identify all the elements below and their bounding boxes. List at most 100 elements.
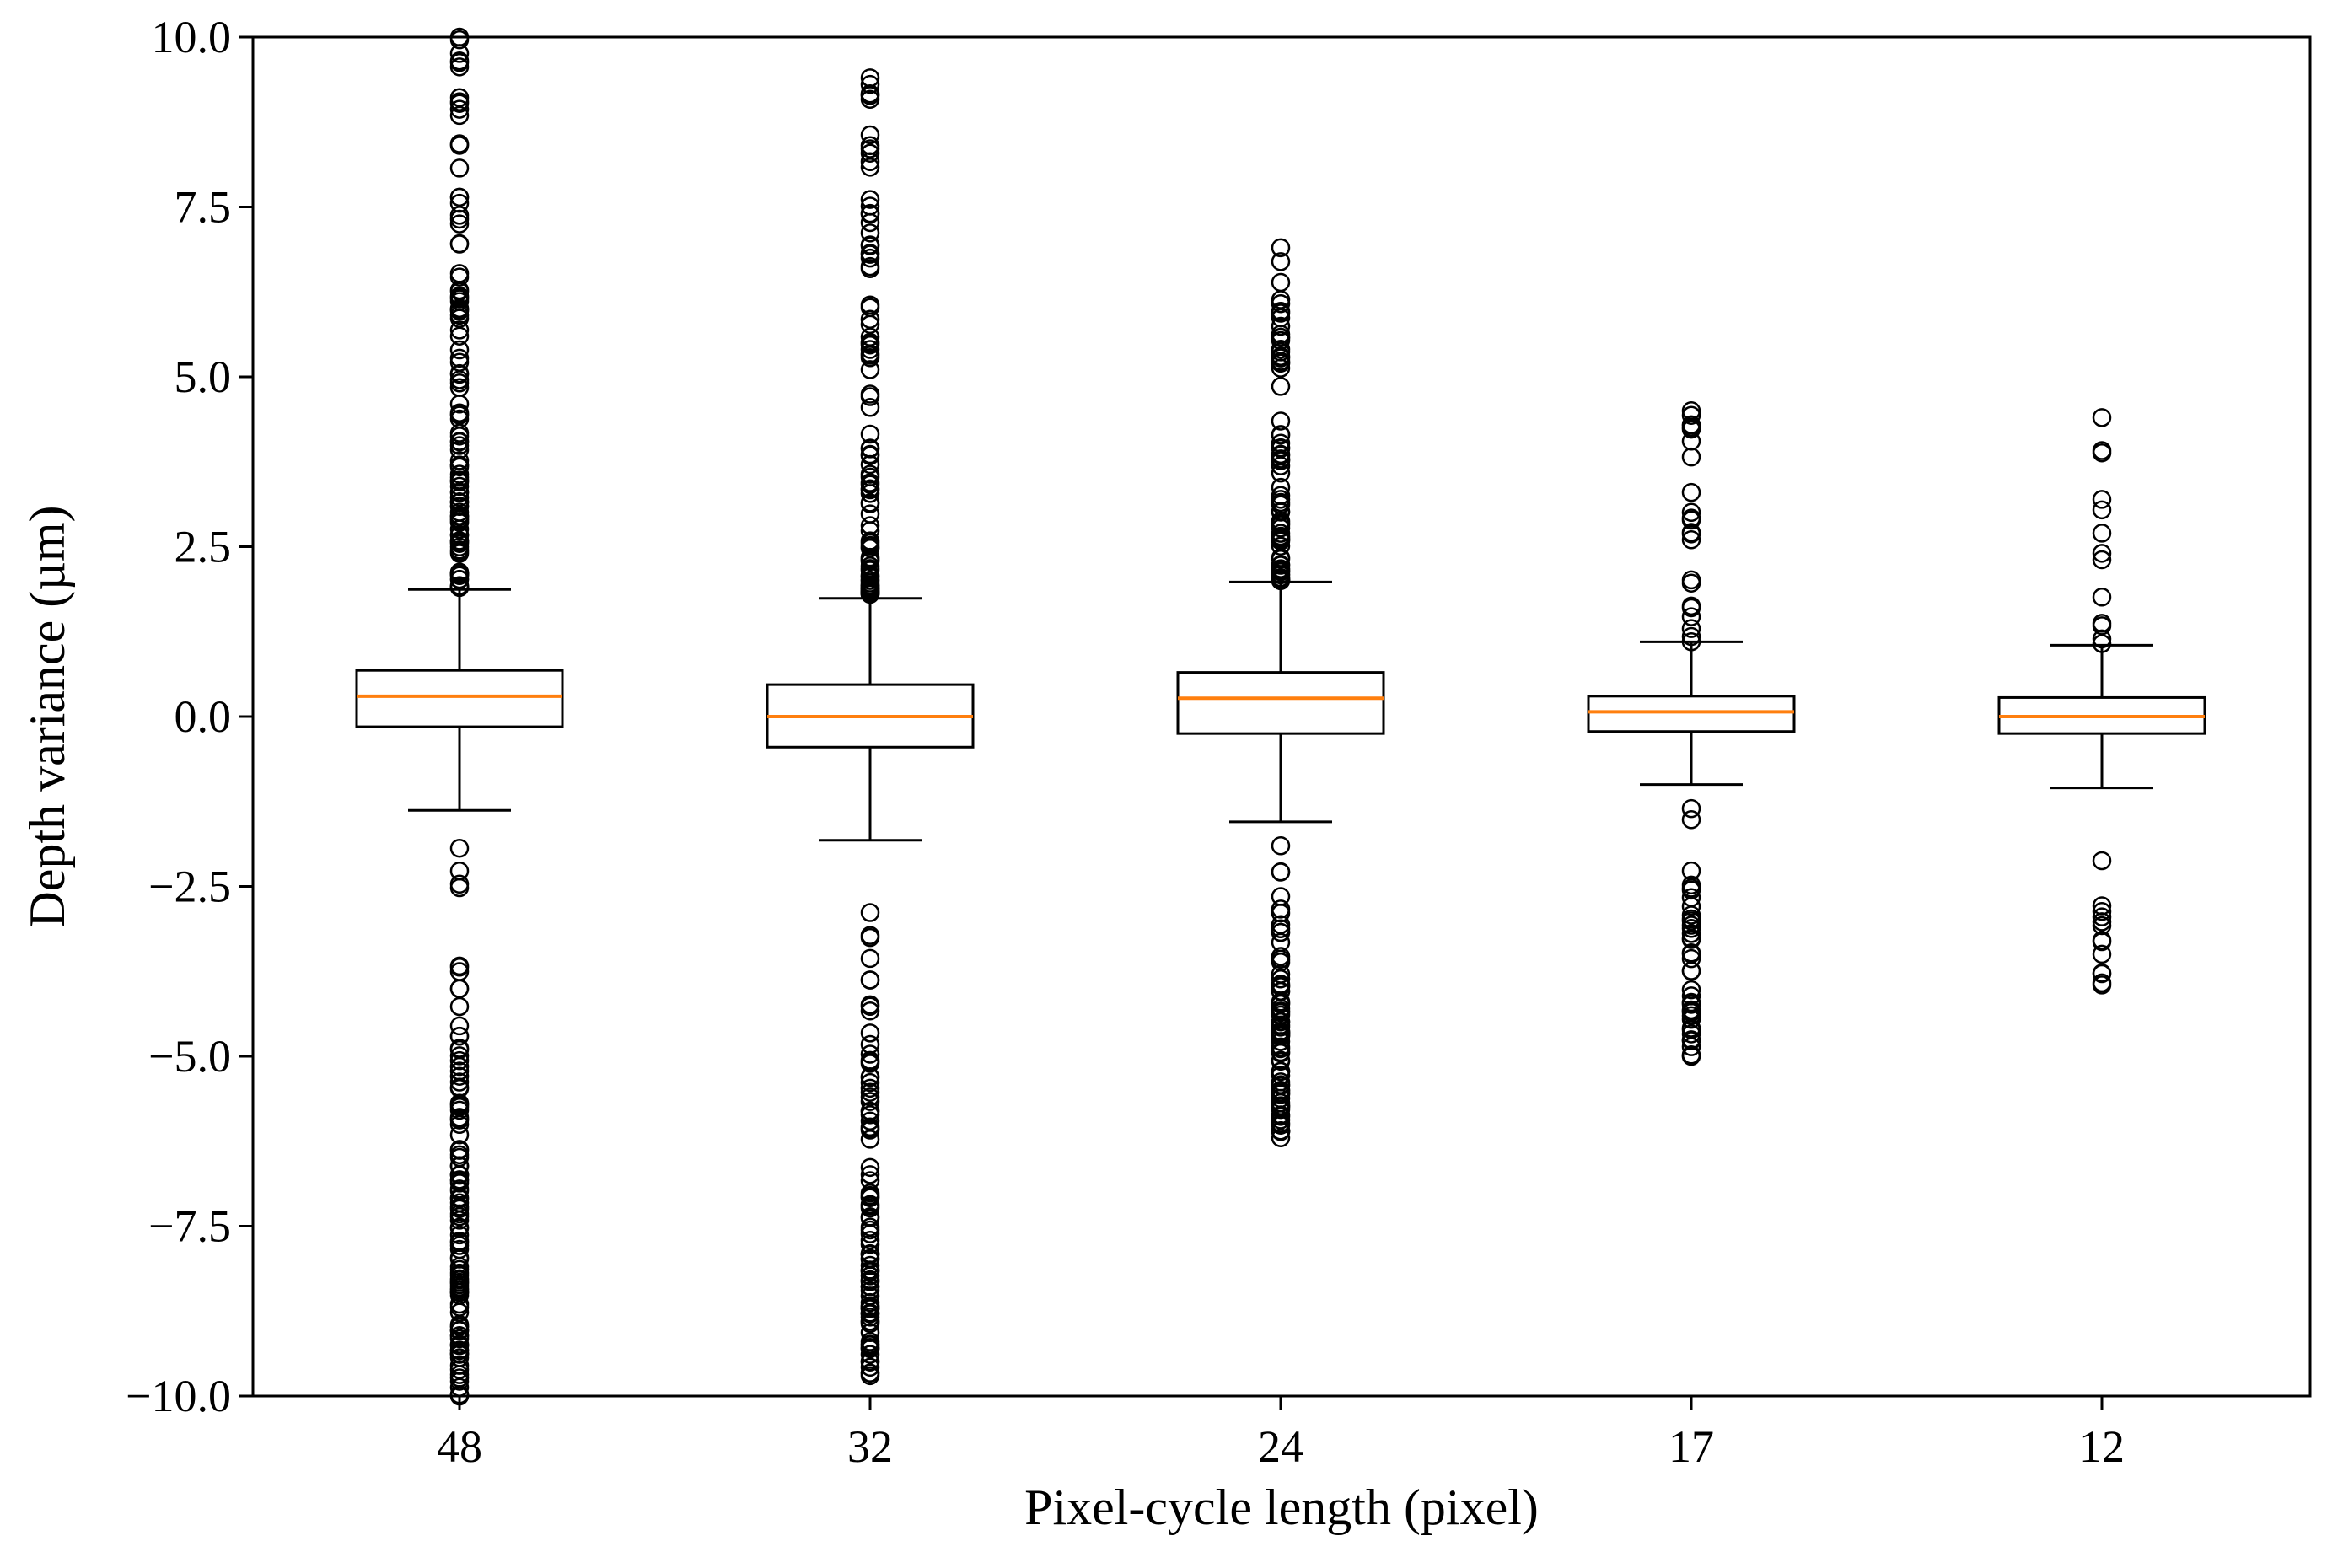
outlier-low <box>449 1026 470 1046</box>
outlier-high <box>860 360 880 379</box>
outlier-high <box>2092 408 2112 427</box>
outlier-low <box>1271 1032 1291 1051</box>
outlier-low <box>1681 919 1701 938</box>
outlier-high <box>1271 556 1291 575</box>
outlier-low <box>1681 993 1701 1013</box>
outliers-32 <box>860 68 880 1386</box>
outlier-high <box>860 259 880 278</box>
outlier-high <box>1681 510 1701 530</box>
outlier-high <box>1271 456 1291 475</box>
outlier-low <box>860 1312 880 1331</box>
outlier-low <box>449 1050 470 1071</box>
outlier-low <box>1681 861 1701 881</box>
outlier-high <box>449 440 470 459</box>
outlier-low <box>449 874 470 894</box>
outlier-high <box>1681 482 1701 502</box>
outlier-low <box>1681 798 1701 819</box>
outlier-low <box>860 1050 880 1071</box>
outlier-high <box>1271 377 1291 396</box>
outlier-low <box>449 1272 470 1292</box>
outlier-high <box>860 424 880 444</box>
outlier-high <box>860 248 880 268</box>
outlier-high <box>1271 477 1291 497</box>
outlier-high <box>1271 570 1291 590</box>
iqr-box <box>1176 671 1385 735</box>
outlier-high <box>860 473 880 492</box>
outlier-low <box>860 1332 880 1351</box>
outlier-high <box>2092 490 2112 509</box>
outlier-low <box>860 1297 880 1316</box>
outlier-high <box>1681 524 1701 544</box>
outlier-low <box>860 1023 880 1043</box>
outlier-low <box>1271 1115 1291 1135</box>
y-tick-label: −10.0 <box>126 1371 231 1421</box>
outlier-high <box>1681 405 1701 425</box>
outlier-low <box>860 1092 880 1111</box>
outlier-low <box>860 1351 880 1371</box>
outlier-low <box>2092 902 2112 921</box>
outlier-high <box>1271 502 1291 522</box>
outlier-high <box>449 289 470 309</box>
box-group-17 <box>1587 640 1796 787</box>
outlier-high <box>449 540 470 560</box>
outlier-low <box>860 1044 880 1064</box>
outlier-high <box>860 549 880 569</box>
outlier-high <box>1271 252 1291 271</box>
outlier-high <box>449 348 470 368</box>
outlier-high <box>1271 302 1291 321</box>
outlier-high <box>1681 502 1701 523</box>
outlier-low <box>1271 952 1291 972</box>
outlier-low <box>449 1280 470 1300</box>
outliers-48 <box>449 27 470 1406</box>
outlier-high <box>449 214 470 234</box>
outlier-low <box>1271 1121 1291 1141</box>
y-tick-label: 7.5 <box>175 182 232 233</box>
y-tick-label: 10.0 <box>152 12 232 62</box>
box-group-24 <box>1176 580 1385 824</box>
outlier-low <box>449 861 470 881</box>
outlier-high <box>1271 411 1291 431</box>
outlier-low <box>1681 875 1701 895</box>
outlier-low <box>449 1110 470 1130</box>
outlier-high <box>449 94 470 113</box>
outlier-low <box>1271 1051 1291 1071</box>
outlier-high <box>449 234 470 254</box>
outlier-high <box>860 244 880 263</box>
x-tick-label: 17 <box>1669 1421 1714 1472</box>
outlier-high <box>449 531 470 550</box>
outlier-low <box>860 1337 880 1357</box>
outlier-low <box>1271 1110 1291 1130</box>
outlier-high <box>449 405 470 424</box>
outlier-low <box>860 970 880 990</box>
outlier-low <box>449 1356 470 1375</box>
outlier-high <box>860 158 880 177</box>
outlier-low <box>860 1363 880 1383</box>
outlier-high <box>860 89 880 109</box>
outlier-low <box>1681 948 1701 969</box>
outlier-high <box>449 30 470 50</box>
x-tick-label: 32 <box>847 1421 893 1472</box>
outlier-high <box>449 577 470 596</box>
outlier-high <box>2092 544 2112 563</box>
box-group-32 <box>766 597 975 842</box>
outlier-low <box>449 1066 470 1086</box>
outlier-low <box>860 1187 880 1207</box>
outlier-low <box>449 1320 470 1340</box>
outlier-low <box>449 1046 470 1066</box>
outlier-low <box>860 948 880 969</box>
outlier-high <box>2092 441 2112 460</box>
outlier-high <box>1271 562 1291 582</box>
outlier-low <box>449 1211 470 1230</box>
outlier-high <box>1681 530 1701 550</box>
outlier-low <box>1271 1072 1291 1092</box>
outlier-low <box>1681 1018 1701 1038</box>
outlier-high <box>1271 353 1291 373</box>
outlier-high <box>1681 607 1701 626</box>
outlier-low <box>1681 880 1701 900</box>
outlier-low <box>860 927 880 948</box>
outliers-24 <box>1271 238 1291 1147</box>
outlier-high <box>449 187 470 207</box>
outlier-high <box>860 493 880 513</box>
outlier-high <box>2092 500 2112 520</box>
